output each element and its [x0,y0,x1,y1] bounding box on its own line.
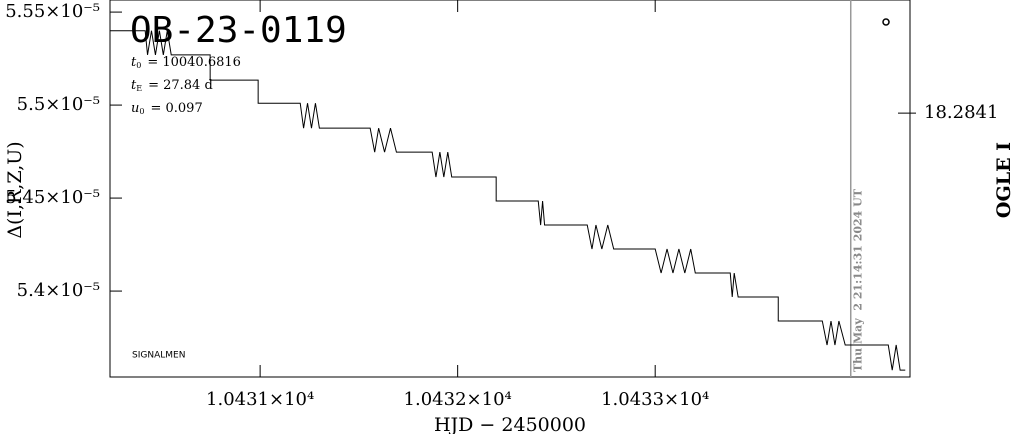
y-tick-label: 5.4×10⁻⁵ [17,280,100,301]
param-symbol: u [131,101,139,116]
y-tick-label: 5.55×10⁻⁵ [5,1,100,22]
param-symbol: t [131,55,137,70]
param-value: = 0.097 [150,101,202,116]
x-tick-label: 1.0431×10⁴ [206,389,314,410]
param-value: = 10040.6816 [147,55,241,70]
marker-circle [882,18,890,26]
param-symbol: t [131,78,137,93]
param-subscript: E [136,84,142,93]
x-tick-label: 1.0432×10⁴ [404,389,512,410]
y2-tick-label: 18.2841 [924,102,998,123]
parameter: tE = 27.84 d [131,78,213,94]
param-value: = 27.84 d [148,78,213,93]
chart-title: OB-23-0119 [130,10,347,51]
param-subscript: 0 [139,107,144,116]
data-line [110,30,906,371]
param-subscript: 0 [136,61,141,70]
timestamp: Thu May 2 21:14:31 2024 UT [852,188,865,372]
parameter: u0 = 0.097 [131,101,203,117]
y-axis-label: Δ(I,R,Z,U) [4,141,26,238]
y2-axis-label: OGLE I [993,142,1014,218]
x-axis-label: HJD − 2450000 [434,414,586,434]
plot-frame [109,0,911,378]
parameter: t0 = 10040.6816 [131,55,241,71]
annotation: SIGNALMEN [132,351,185,361]
y-tick-label: 5.45×10⁻⁵ [5,187,100,208]
y-tick-label: 5.5×10⁻⁵ [17,94,100,115]
x-tick-label: 1.0433×10⁴ [601,389,709,410]
